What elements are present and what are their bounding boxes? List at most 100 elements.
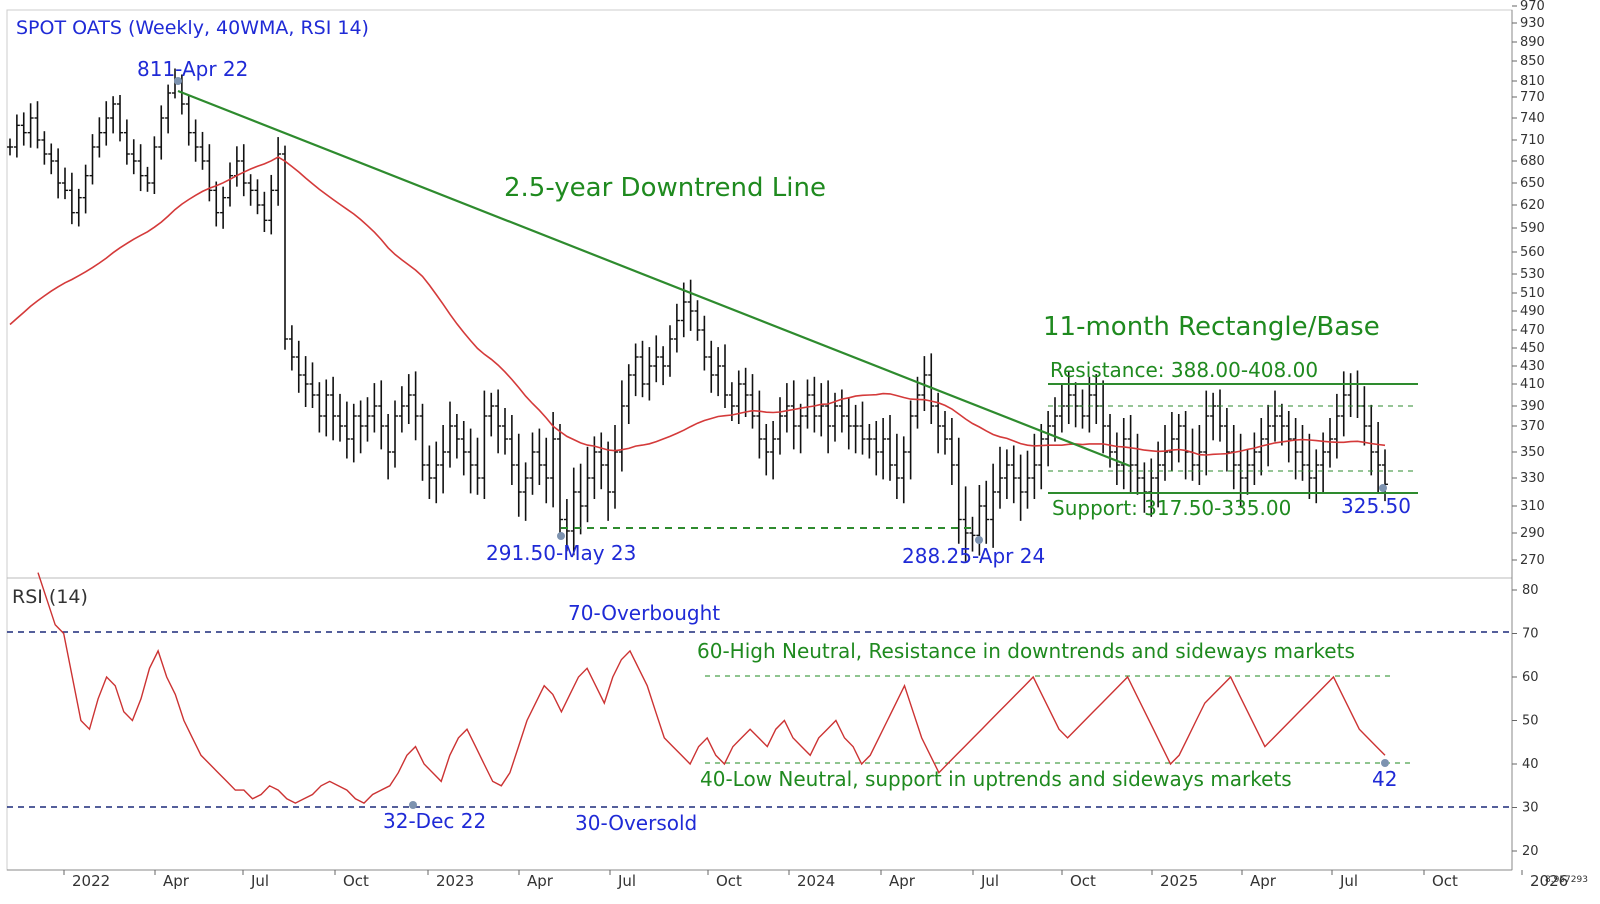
price-bar (715, 347, 722, 397)
marker-low-may23 (557, 532, 565, 540)
price-bar (777, 397, 783, 455)
price-bar (426, 445, 433, 499)
price-bar (811, 376, 818, 433)
price-tick-label: 620 (1520, 198, 1545, 213)
price-bar (165, 84, 172, 134)
rsi-tick-label: 30 (1522, 801, 1539, 816)
rsi-tick-label: 20 (1522, 844, 1539, 859)
price-bar (453, 414, 460, 459)
price-bar (103, 101, 110, 146)
time-tick-label: 2023 (436, 872, 474, 890)
price-bar (385, 414, 392, 480)
price-bar (914, 376, 921, 429)
price-bar (337, 393, 343, 442)
price-bar (687, 279, 694, 331)
price-bar (673, 303, 680, 353)
price-tick-label: 350 (1520, 445, 1545, 460)
price-tick-label: 530 (1520, 267, 1545, 282)
price-tick-label: 370 (1520, 419, 1545, 434)
price-bar (694, 300, 701, 341)
price-bar (955, 437, 962, 544)
time-tick-label: 2026 (1530, 872, 1568, 890)
price-bar (419, 403, 426, 481)
price-bar (756, 390, 763, 459)
price-tick-label: 970 (1520, 0, 1545, 14)
annotation-overbought: 70-Overbought (568, 601, 720, 625)
annotation-oversold: 30-Oversold (575, 811, 697, 835)
price-bar (797, 403, 804, 454)
time-tick-label: Jul (980, 872, 999, 890)
rsi-title: RSI (14) (12, 586, 88, 608)
price-bar (1203, 390, 1210, 476)
price-bar (722, 344, 728, 408)
price-bar (770, 421, 777, 480)
price-bar (192, 119, 199, 162)
price-bar (1272, 390, 1278, 442)
price-bar (227, 162, 233, 207)
price-bar (969, 516, 976, 552)
price-bar (433, 441, 440, 504)
time-tick-label: Oct (1070, 872, 1096, 890)
price-bar (1244, 449, 1251, 495)
annotation-high: 811-Apr 22 (137, 57, 248, 81)
price-bar (82, 164, 89, 214)
price-bar (921, 356, 928, 411)
price-bar (68, 172, 75, 225)
rsi-tick-label: 50 (1522, 714, 1539, 729)
price-bar (261, 191, 268, 232)
price-bar (7, 138, 13, 156)
price-bar (1333, 393, 1340, 459)
downtrend-line (177, 89, 1131, 468)
price-tick-label: 680 (1520, 154, 1545, 169)
price-tick-label: 710 (1520, 133, 1545, 148)
price-tick-label: 470 (1520, 323, 1545, 338)
price-bars (7, 68, 1388, 562)
price-bar (474, 437, 481, 495)
time-tick-label: Apr (163, 872, 190, 890)
annotation-downtrend: 2.5-year Downtrend Line (504, 173, 826, 203)
price-bar (364, 397, 371, 442)
price-bar (1327, 418, 1333, 468)
price-bar (639, 340, 646, 398)
annotation-low-may23: 291.50-May 23 (486, 541, 636, 565)
chart-title: SPOT OATS (Weekly, 40WMA, RSI 14) (16, 17, 369, 39)
price-bar (1052, 397, 1058, 442)
price-bar (763, 424, 770, 476)
price-bar (1134, 433, 1141, 495)
price-bar (144, 166, 151, 192)
price-bar (206, 144, 213, 202)
price-bar (1251, 432, 1258, 485)
time-tick-label: Apr (527, 872, 554, 890)
time-tick-label: Jul (1339, 872, 1358, 890)
annotation-rectangle: 11-month Rectangle/Base (1043, 312, 1380, 342)
corner-value: 8.957293 (1545, 875, 1588, 885)
price-bar (660, 346, 667, 386)
annotation-low-neutral: 40-Low Neutral, support in uptrends and … (700, 767, 1292, 791)
price-bar (1368, 404, 1375, 476)
price-bar (1313, 449, 1320, 504)
annotation-last-price: 325.50 (1341, 494, 1411, 518)
price-bar (522, 462, 529, 521)
price-bar (701, 315, 708, 371)
price-bar (948, 418, 955, 485)
price-bar (27, 103, 34, 148)
price-bar (1340, 371, 1347, 437)
rsi-line (37, 572, 1386, 804)
price-bar (268, 174, 275, 235)
price-bar (653, 335, 660, 383)
price-bar (213, 181, 220, 227)
annotation-rsi-low: 32-Dec 22 (383, 809, 486, 833)
price-bar (529, 432, 536, 495)
price-bar (323, 379, 330, 437)
annotation-high-neutral: 60-High Neutral, Resistance in downtrend… (697, 639, 1355, 663)
price-bar (1017, 454, 1024, 521)
price-bar (618, 380, 625, 472)
price-bar (34, 101, 41, 149)
price-bar (804, 379, 811, 429)
price-bar (1086, 376, 1093, 433)
marker-last-rsi (1381, 759, 1389, 767)
price-tick-label: 590 (1520, 221, 1545, 236)
price-bar (997, 446, 1003, 509)
price-bar (55, 148, 62, 199)
